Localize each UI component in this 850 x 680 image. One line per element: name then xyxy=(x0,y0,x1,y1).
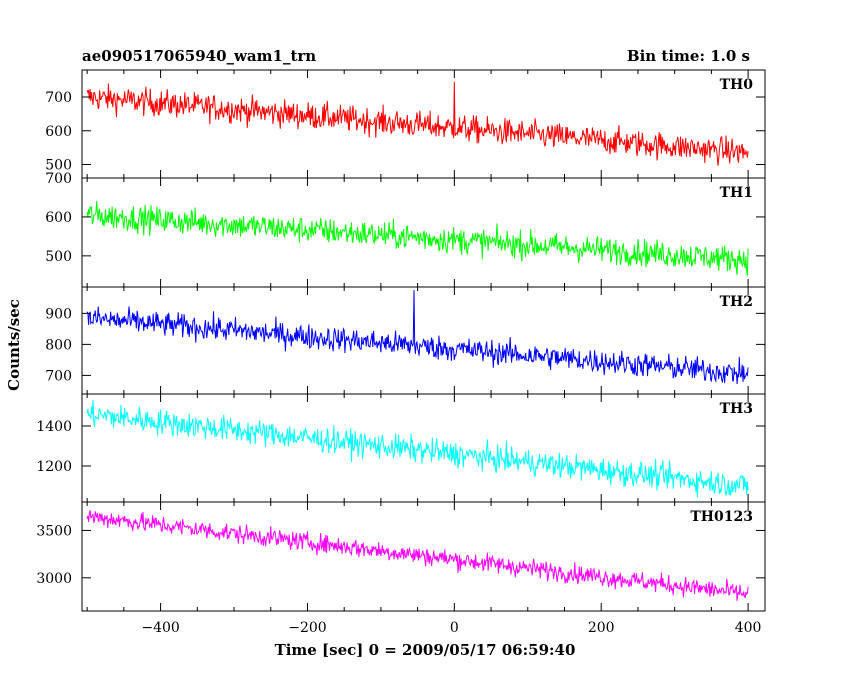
y-tick-label: 3500 xyxy=(36,523,72,539)
y-tick-label: 900 xyxy=(45,306,72,322)
y-tick-label: 600 xyxy=(45,210,72,226)
y-tick-label: 500 xyxy=(45,249,72,265)
plot-title: ae090517065940_wam1_trn xyxy=(82,47,316,65)
y-axis-label: Counts/sec xyxy=(5,299,23,391)
panel-frame xyxy=(81,69,766,179)
y-tick-label: 800 xyxy=(45,337,72,353)
y-tick-label: 3000 xyxy=(36,571,72,587)
series-line-th3 xyxy=(86,399,749,498)
panel-frame xyxy=(81,393,766,503)
y-tick-label: 700 xyxy=(45,368,72,384)
panel-th3: TH3 1200 1400 xyxy=(36,393,766,503)
x-axis: −400 −200 0 200 400 xyxy=(141,620,761,636)
bin-time-label: Bin time: 1.0 s xyxy=(627,47,750,65)
panel-th1: TH1 500 600 700 xyxy=(45,171,766,288)
panel-label: TH1 xyxy=(720,185,753,201)
x-tick-label: 400 xyxy=(735,620,762,636)
y-tick-label: 500 xyxy=(45,158,72,174)
panels-group: TH0 500 600 700 TH1 500 600 700 TH2 700 800 900 TH3 1… xyxy=(36,69,766,612)
panel-label: TH0123 xyxy=(690,509,753,525)
panel-label: TH3 xyxy=(720,401,753,417)
y-tick-label: 1200 xyxy=(36,459,72,475)
panel-label: TH2 xyxy=(720,294,753,310)
y-tick-label: 600 xyxy=(45,124,72,140)
y-tick-label: 700 xyxy=(45,90,72,106)
series-line-th0123 xyxy=(86,510,749,601)
y-tick-label: 1400 xyxy=(36,419,72,435)
panel-th0123: TH0123 3000 3500 xyxy=(36,501,766,612)
x-axis-label: Time [sec] 0 = 2009/05/17 06:59:40 xyxy=(275,641,576,659)
panel-frame xyxy=(81,501,766,612)
series-line-th0 xyxy=(86,81,749,166)
series-line-th1 xyxy=(86,200,749,277)
x-tick-label: 200 xyxy=(588,620,615,636)
panel-th0: TH0 500 600 700 xyxy=(45,69,766,179)
panel-label: TH0 xyxy=(720,77,754,93)
panel-th2: TH2 700 800 900 xyxy=(45,286,766,395)
x-tick-label: 0 xyxy=(450,620,459,636)
y-tick-label: 700 xyxy=(45,171,72,187)
x-tick-label: −200 xyxy=(288,620,326,636)
x-tick-label: −400 xyxy=(141,620,179,636)
series-line-th2 xyxy=(86,290,749,385)
